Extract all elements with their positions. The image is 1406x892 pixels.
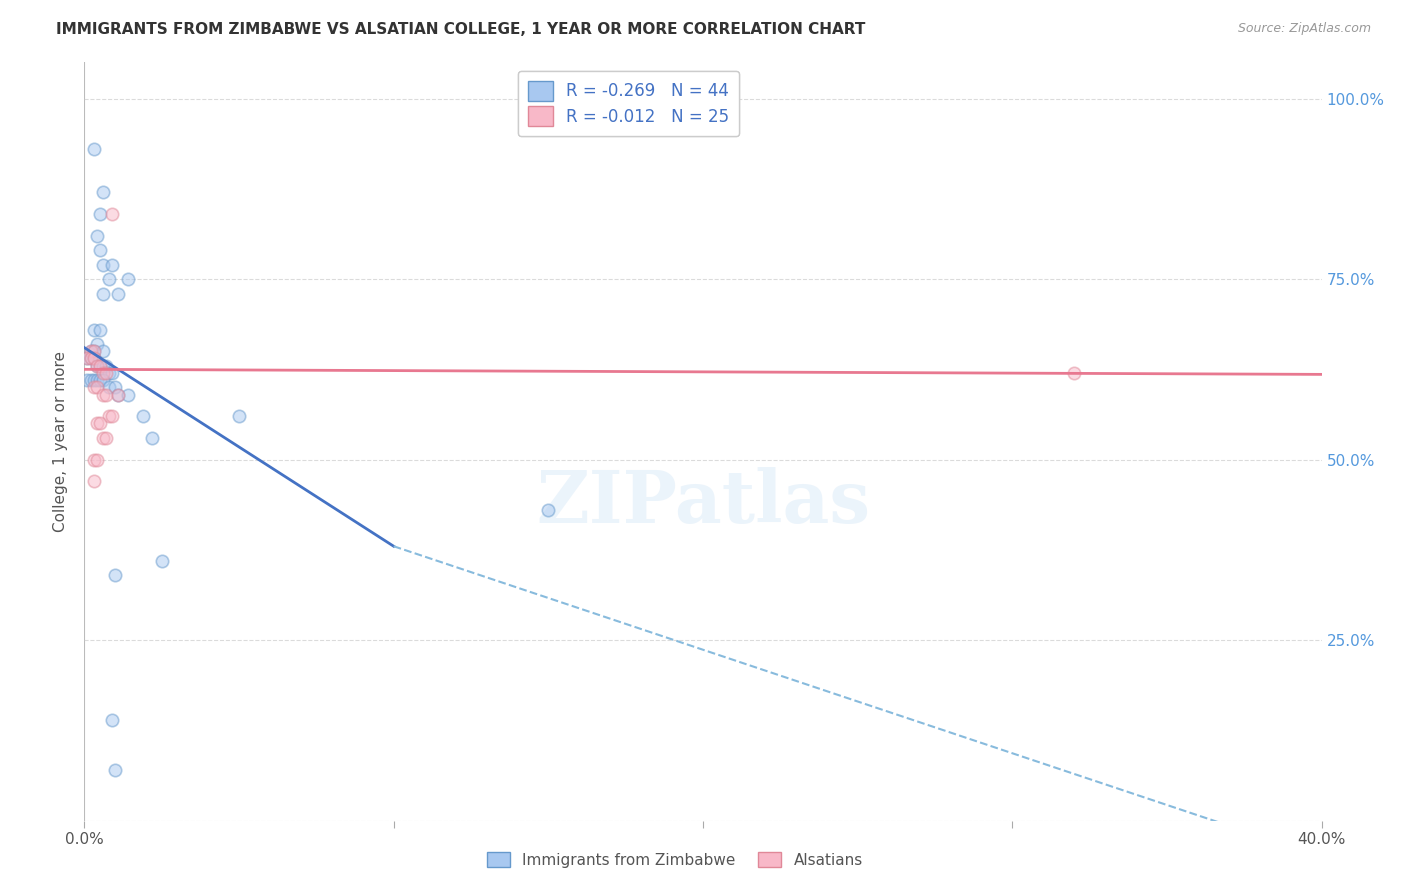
Point bbox=[107, 286, 129, 301]
Point bbox=[101, 713, 124, 727]
Point bbox=[98, 409, 121, 424]
Point bbox=[91, 258, 114, 272]
Point bbox=[86, 417, 108, 431]
Point bbox=[86, 452, 108, 467]
Point bbox=[117, 272, 139, 286]
Point bbox=[98, 366, 121, 380]
Point bbox=[98, 380, 121, 394]
Point bbox=[83, 475, 105, 489]
Point bbox=[150, 554, 173, 568]
Point bbox=[101, 409, 124, 424]
Point bbox=[141, 431, 163, 445]
Point bbox=[83, 344, 105, 359]
Point bbox=[79, 344, 101, 359]
Point bbox=[79, 351, 101, 366]
Point bbox=[91, 344, 114, 359]
Point bbox=[91, 387, 114, 401]
Point bbox=[104, 380, 127, 394]
Point bbox=[89, 359, 111, 373]
Point bbox=[89, 243, 111, 257]
Point bbox=[83, 344, 105, 359]
Point bbox=[89, 373, 111, 387]
Point bbox=[83, 351, 105, 366]
Point bbox=[98, 272, 121, 286]
Point bbox=[104, 568, 127, 582]
Point bbox=[86, 380, 108, 394]
Text: IMMIGRANTS FROM ZIMBABWE VS ALSATIAN COLLEGE, 1 YEAR OR MORE CORRELATION CHART: IMMIGRANTS FROM ZIMBABWE VS ALSATIAN COL… bbox=[56, 22, 866, 37]
Legend: Immigrants from Zimbabwe, Alsatians: Immigrants from Zimbabwe, Alsatians bbox=[479, 844, 870, 875]
Point bbox=[228, 409, 250, 424]
Point bbox=[91, 366, 114, 380]
Point bbox=[101, 258, 124, 272]
Legend: R = -0.269   N = 44, R = -0.012   N = 25: R = -0.269 N = 44, R = -0.012 N = 25 bbox=[517, 70, 740, 136]
Point bbox=[1063, 366, 1085, 380]
Y-axis label: College, 1 year or more: College, 1 year or more bbox=[53, 351, 69, 532]
Point bbox=[89, 207, 111, 221]
Point bbox=[101, 207, 124, 221]
Point bbox=[86, 359, 108, 373]
Point bbox=[117, 387, 139, 401]
Point bbox=[83, 452, 105, 467]
Point bbox=[104, 763, 127, 777]
Point bbox=[86, 359, 108, 373]
Point bbox=[79, 344, 101, 359]
Point bbox=[94, 387, 117, 401]
Point bbox=[83, 323, 105, 337]
Point bbox=[76, 351, 98, 366]
Point bbox=[86, 373, 108, 387]
Text: ZIPatlas: ZIPatlas bbox=[536, 467, 870, 538]
Point bbox=[91, 359, 114, 373]
Point bbox=[83, 373, 105, 387]
Point bbox=[107, 387, 129, 401]
Point bbox=[89, 323, 111, 337]
Point bbox=[91, 373, 114, 387]
Point bbox=[79, 373, 101, 387]
Point bbox=[83, 380, 105, 394]
Point bbox=[107, 387, 129, 401]
Point bbox=[86, 337, 108, 351]
Point bbox=[537, 503, 560, 517]
Point bbox=[89, 417, 111, 431]
Point bbox=[91, 286, 114, 301]
Point bbox=[76, 351, 98, 366]
Point bbox=[94, 366, 117, 380]
Point bbox=[89, 359, 111, 373]
Point bbox=[91, 186, 114, 200]
Point bbox=[91, 431, 114, 445]
Point bbox=[79, 351, 101, 366]
Point bbox=[76, 373, 98, 387]
Point bbox=[94, 431, 117, 445]
Point bbox=[132, 409, 155, 424]
Point bbox=[101, 366, 124, 380]
Text: Source: ZipAtlas.com: Source: ZipAtlas.com bbox=[1237, 22, 1371, 36]
Point bbox=[83, 142, 105, 156]
Point bbox=[86, 228, 108, 243]
Point bbox=[94, 359, 117, 373]
Point bbox=[83, 351, 105, 366]
